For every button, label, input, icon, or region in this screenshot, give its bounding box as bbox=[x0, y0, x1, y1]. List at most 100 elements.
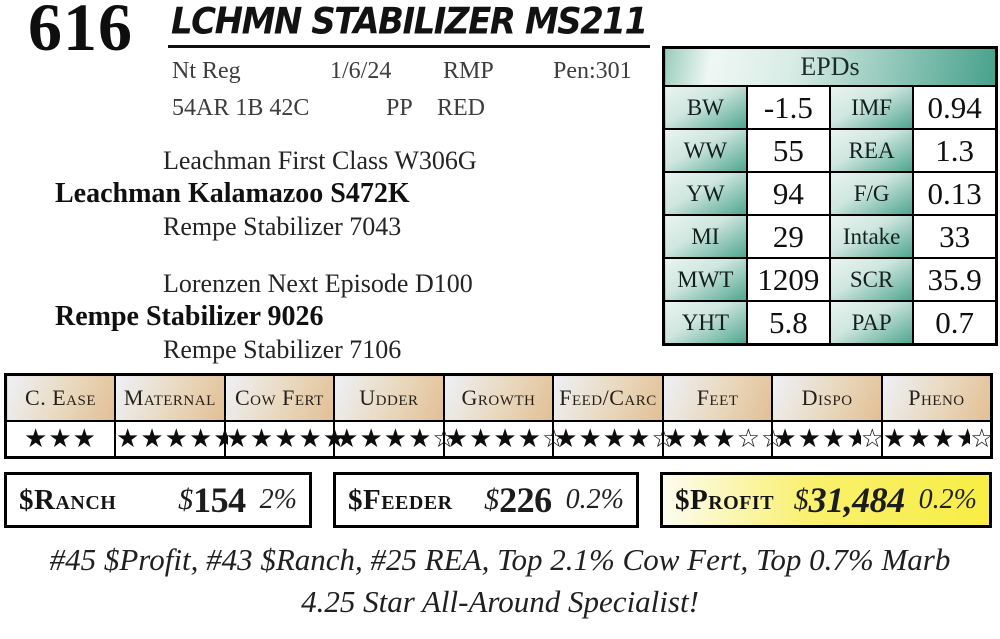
index-currency-symbol: $ bbox=[793, 483, 809, 516]
star-full-icon: ★ bbox=[493, 424, 518, 453]
epd-label: MWT bbox=[662, 257, 748, 302]
rankings-footnote: #45 $Profit, #43 $Ranch, #25 REA, Top 2.… bbox=[49, 542, 951, 577]
tattoo-id: 54AR 1B 42C bbox=[172, 95, 310, 121]
epd-value: 0.94 bbox=[912, 85, 998, 130]
color-code: RED bbox=[437, 95, 485, 121]
epd-value: 0.7 bbox=[912, 300, 998, 346]
epd-row: YHT 5.8 PAP 0.7 bbox=[662, 300, 998, 346]
star-full-icon: ★ bbox=[627, 424, 652, 453]
index-box-profit: $Profit $31,484 0.2% bbox=[660, 472, 992, 528]
star-full-icon: ★ bbox=[797, 424, 822, 453]
star-full-icon: ★ bbox=[140, 424, 165, 453]
epd-label: YHT bbox=[662, 300, 748, 346]
breed-code: RMP bbox=[443, 58, 494, 84]
epd-label: BW bbox=[662, 85, 748, 130]
sire-name: Leachman Kalamazoo S472K bbox=[55, 178, 410, 209]
epd-value: 0.13 bbox=[912, 171, 998, 216]
star-full-icon: ★ bbox=[712, 424, 737, 453]
star-rating-cell: ★★★★☆ bbox=[771, 420, 885, 459]
epd-label: SCR bbox=[828, 257, 915, 302]
epd-row: MWT 1209 SCR 35.9 bbox=[662, 257, 998, 302]
dam-name: Rempe Stabilizer 9026 bbox=[55, 301, 324, 332]
star-full-icon: ★ bbox=[444, 424, 469, 453]
star-full-icon: ★ bbox=[663, 424, 689, 453]
index-currency-symbol: $ bbox=[484, 483, 500, 516]
birth-date: 1/6/24 bbox=[330, 58, 392, 84]
index-label: $Ranch bbox=[19, 483, 117, 516]
epd-value: 29 bbox=[745, 214, 832, 259]
star-rating-cell: ★★★★☆ bbox=[880, 420, 995, 459]
epd-label: Intake bbox=[828, 214, 915, 259]
star-empty-icon: ☆ bbox=[860, 424, 885, 453]
rating-header-cow-fert: Cow Fert bbox=[223, 373, 336, 422]
index-value: 31,484 bbox=[808, 480, 906, 520]
epd-value: 55 bbox=[745, 128, 832, 173]
epd-label: PAP bbox=[828, 300, 915, 346]
epd-row: BW -1.5 IMF 0.94 bbox=[662, 85, 998, 130]
epd-value: 1209 bbox=[745, 257, 832, 302]
epd-table-body: BW -1.5 IMF 0.94 WW 55 REA 1.3 YW 94 F/G 0.13 MI 29 In… bbox=[662, 85, 998, 346]
epd-label: MI bbox=[662, 214, 748, 259]
star-empty-icon: ☆ bbox=[736, 424, 762, 453]
rating-header-c-ease: C. Ease bbox=[4, 373, 117, 422]
star-ratings-table: C. Ease Maternal Cow Fert Udder Growth Feed/C… bbox=[4, 373, 993, 459]
star-rating-cell: ★★★★★ bbox=[223, 420, 346, 459]
star-full-icon: ★ bbox=[408, 424, 433, 453]
star-full-icon: ★ bbox=[164, 424, 189, 453]
star-full-icon: ★ bbox=[72, 424, 97, 453]
star-half-icon: ★ bbox=[213, 424, 228, 453]
star-empty-icon: ☆ bbox=[970, 424, 995, 453]
star-rating-cell: ★★★ bbox=[4, 420, 117, 459]
star-rating-cell: ★★★★☆ bbox=[333, 420, 456, 459]
star-full-icon: ★ bbox=[225, 424, 250, 453]
star-full-icon: ★ bbox=[188, 424, 214, 453]
index-percentile: 0.2% bbox=[918, 484, 977, 515]
star-full-icon: ★ bbox=[274, 424, 299, 453]
star-full-icon: ★ bbox=[383, 424, 409, 453]
index-box-ranch: $Ranch $154 2% bbox=[4, 472, 312, 528]
horn-status: PP bbox=[386, 95, 413, 121]
rating-header-pheno: Pheno bbox=[880, 373, 993, 422]
lot-number: 616 bbox=[28, 0, 133, 65]
specialist-footnote: 4.25 Star All-Around Specialist! bbox=[301, 584, 699, 619]
star-full-icon: ★ bbox=[335, 424, 360, 453]
epd-value: 1.3 bbox=[912, 128, 998, 173]
star-full-icon: ★ bbox=[907, 424, 932, 453]
star-full-icon: ★ bbox=[773, 424, 798, 453]
star-half-icon: ★ bbox=[955, 424, 971, 453]
index-value: 226 bbox=[499, 480, 552, 520]
dam-maternal-grandsire: Lorenzen Next Episode D100 bbox=[163, 269, 473, 298]
epd-label: YW bbox=[662, 171, 748, 216]
epd-label: IMF bbox=[828, 85, 915, 130]
epd-row: WW 55 REA 1.3 bbox=[662, 128, 998, 173]
epd-value: 35.9 bbox=[912, 257, 998, 302]
index-box-feeder: $Feeder $226 0.2% bbox=[333, 472, 639, 528]
index-currency-symbol: $ bbox=[178, 483, 194, 516]
dam-maternal-granddam: Rempe Stabilizer 7106 bbox=[163, 335, 402, 364]
star-full-icon: ★ bbox=[249, 424, 275, 453]
star-rating-cell: ★★★★☆ bbox=[442, 420, 565, 459]
star-full-icon: ★ bbox=[578, 424, 603, 453]
star-full-icon: ★ bbox=[359, 424, 384, 453]
rating-header-growth: Growth bbox=[442, 373, 555, 422]
star-rating-cell: ★★★★☆ bbox=[552, 420, 675, 459]
epd-value: 33 bbox=[912, 214, 998, 259]
star-full-icon: ★ bbox=[554, 424, 579, 453]
star-full-icon: ★ bbox=[882, 424, 908, 453]
star-full-icon: ★ bbox=[688, 424, 713, 453]
pen-number: Pen:301 bbox=[553, 58, 632, 84]
star-full-icon: ★ bbox=[298, 424, 323, 453]
rating-header-feed-carc: Feed/Carc bbox=[552, 373, 664, 422]
lot-title: LCHMN STABILIZER MS211 bbox=[171, 0, 648, 44]
registration-status: Nt Reg bbox=[172, 58, 241, 84]
epd-label: REA bbox=[828, 128, 915, 173]
star-full-icon: ★ bbox=[517, 424, 542, 453]
star-full-icon: ★ bbox=[116, 424, 141, 453]
epd-label: WW bbox=[662, 128, 748, 173]
index-label: $Feeder bbox=[348, 483, 453, 516]
epd-value: 5.8 bbox=[745, 300, 832, 346]
epd-value: -1.5 bbox=[745, 85, 832, 130]
pedigree-dam-block: Lorenzen Next Episode D100 Rempe Stabili… bbox=[55, 267, 473, 366]
star-full-icon: ★ bbox=[469, 424, 494, 453]
